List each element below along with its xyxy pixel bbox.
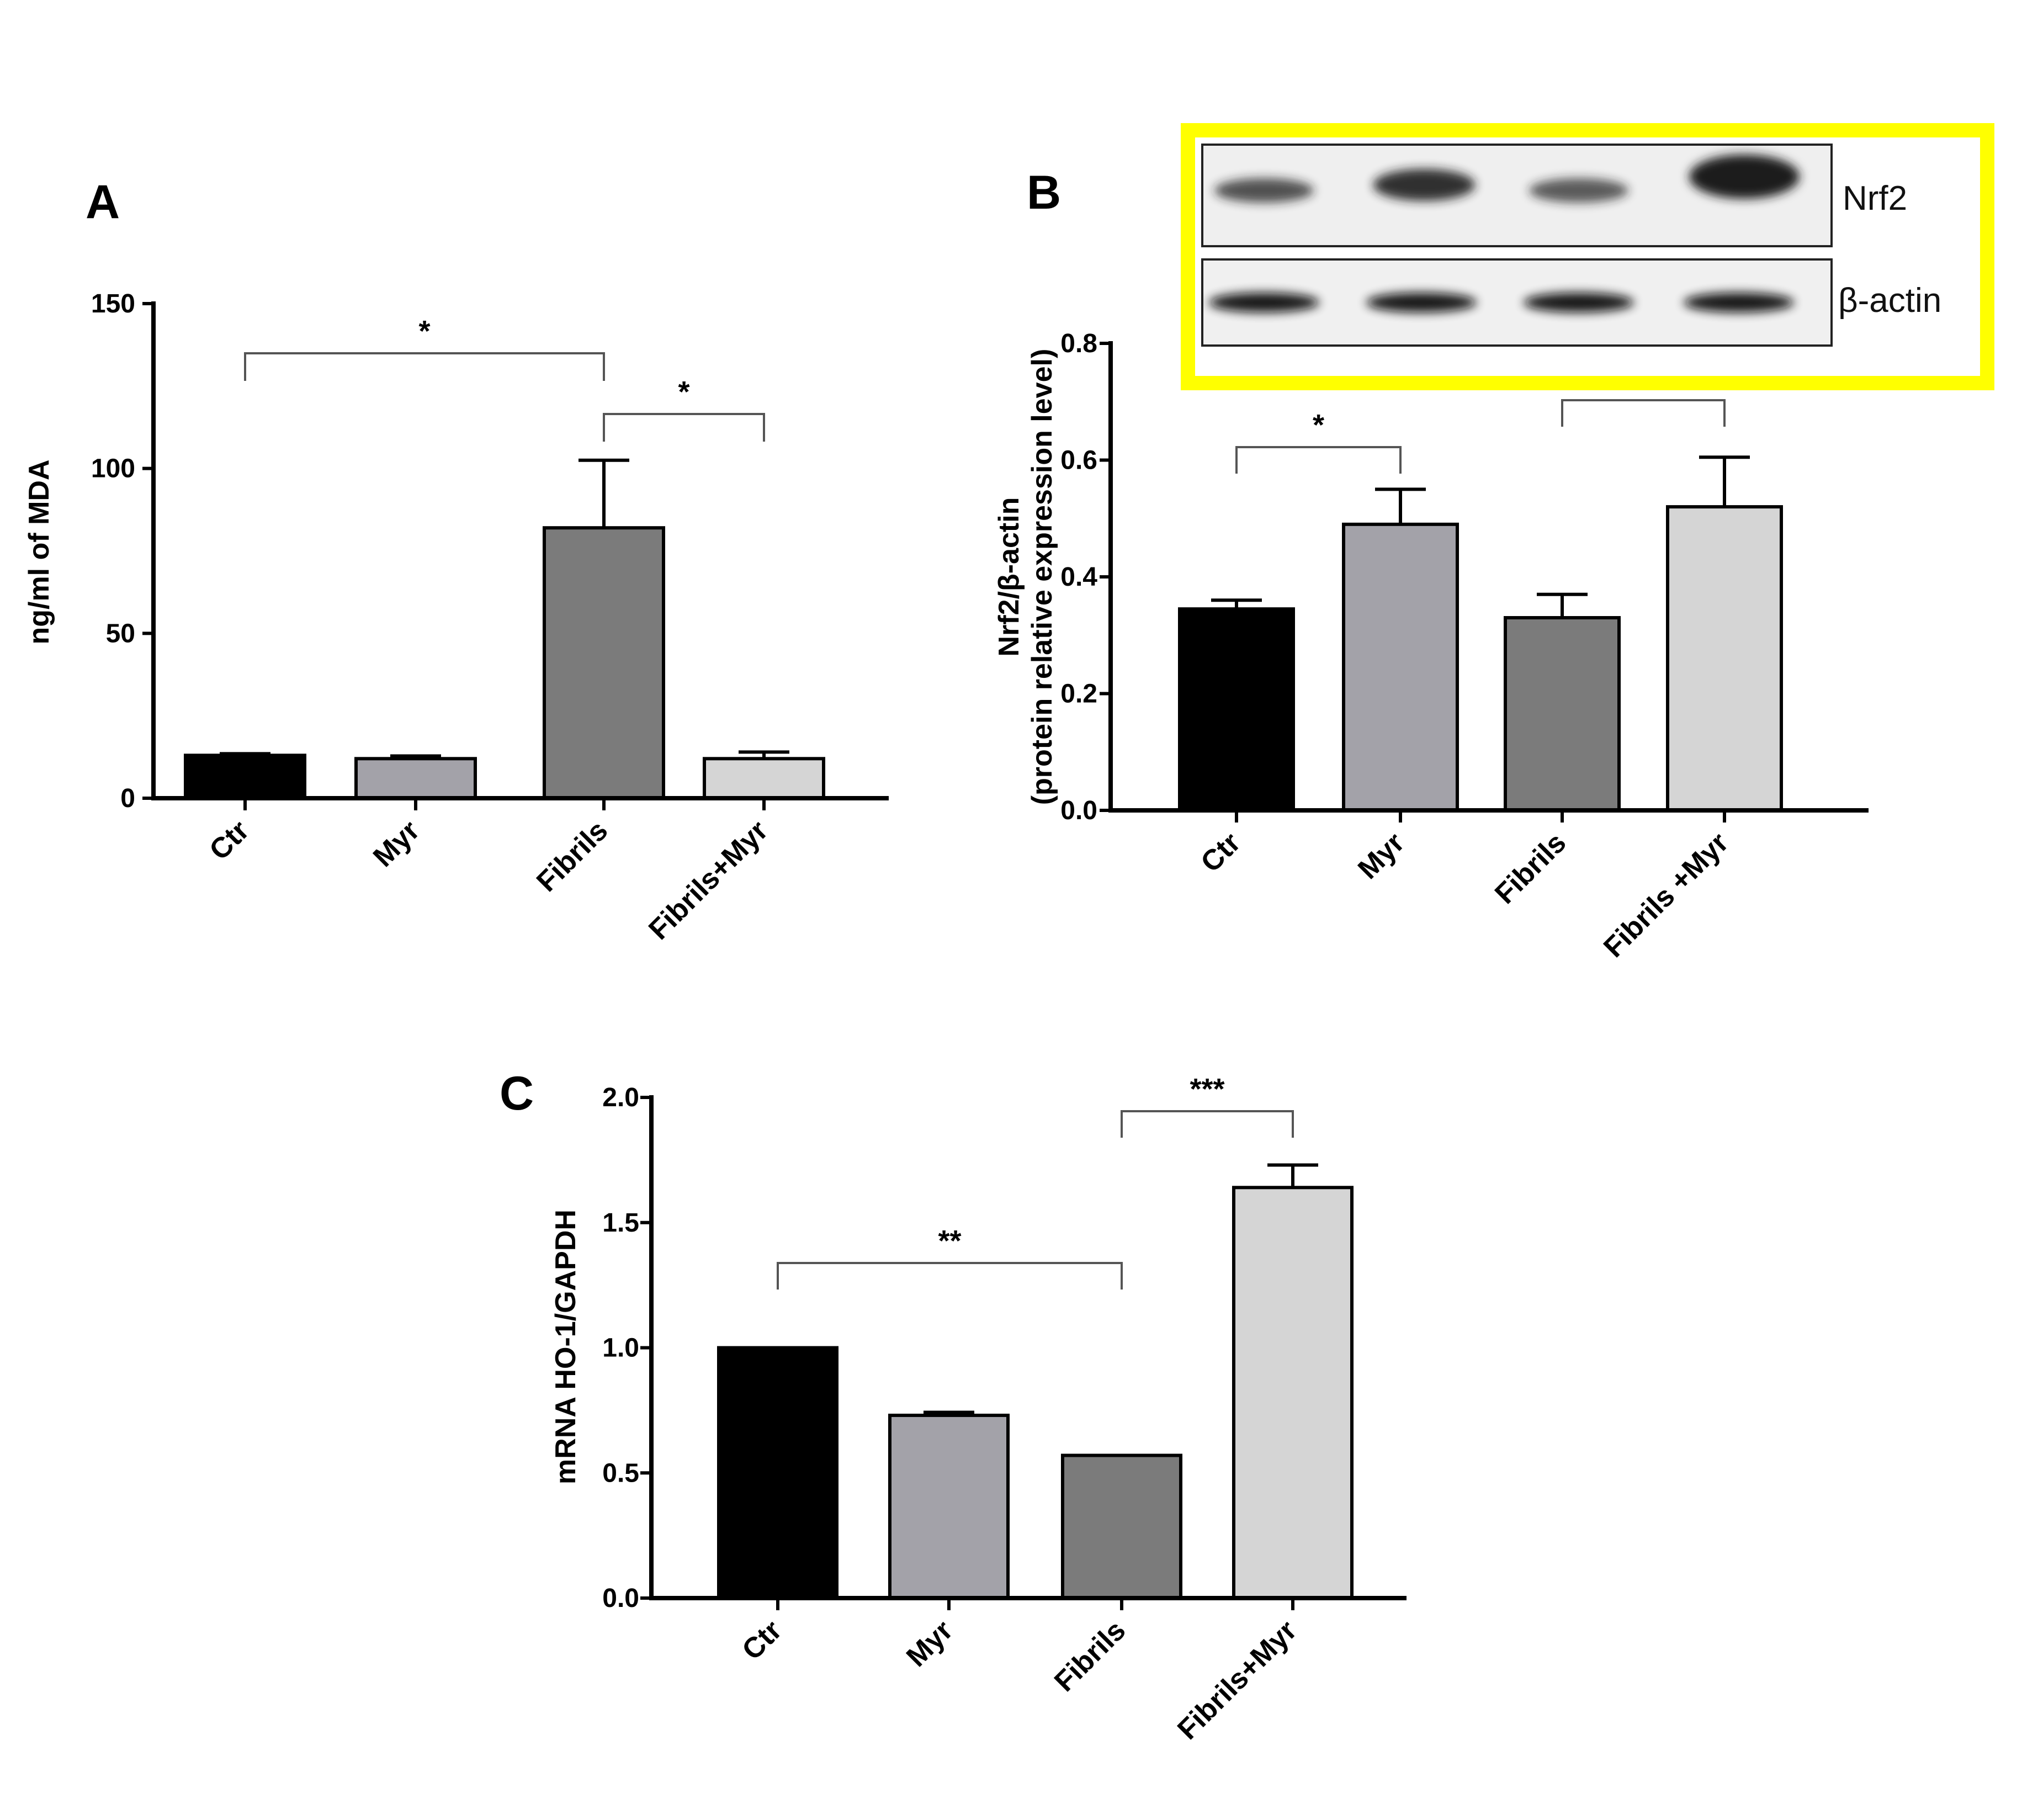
- x-category-label: Fibrils: [1489, 826, 1572, 910]
- x-category-label: Myr: [1352, 826, 1410, 885]
- panel-letter: C: [500, 1067, 534, 1120]
- nrf2-band: [1689, 155, 1800, 199]
- panel-b: B 0.0 0.2 0.4 0.6 0.8 Ctr Myr Fibrils Fibrils +My…: [993, 123, 1994, 964]
- bar: [354, 757, 477, 800]
- panel-letter: B: [1027, 166, 1061, 219]
- y-tick-label: 0.0: [602, 1584, 639, 1613]
- significance-label: **: [938, 1224, 961, 1257]
- y-axis-title: mRNA HO-1/GAPDH: [550, 1209, 582, 1484]
- panel-letter: A: [86, 176, 120, 229]
- significance-bracket: [1121, 1110, 1294, 1138]
- nrf2-band: [1373, 169, 1476, 201]
- significance-bracket: [777, 1262, 1123, 1290]
- x-category-label: Fibrils: [1048, 1614, 1132, 1697]
- significance-label: *: [1313, 408, 1324, 442]
- y-tick-label: 0.2: [1060, 680, 1097, 709]
- nrf2-band: [1214, 178, 1314, 203]
- actin-band: [1366, 293, 1477, 312]
- significance-bracket: [603, 413, 765, 442]
- actin-band: [1524, 293, 1634, 312]
- bar: [1666, 505, 1783, 812]
- significance-bracket: [244, 352, 605, 381]
- significance-bracket: [1235, 446, 1402, 474]
- y-tick-label: 0.4: [1060, 563, 1097, 592]
- bar: [184, 754, 306, 800]
- x-category-label: Ctr: [1195, 826, 1246, 878]
- y-tick-label: 0.8: [1060, 329, 1097, 358]
- panel-a: A 0 50 100 150 Ctr Myr Fibrils Fibrils+Myr * * ng/m…: [23, 176, 889, 946]
- y-tick-label: 100: [91, 454, 135, 484]
- y-tick-label: 150: [91, 289, 135, 319]
- x-category-label: Myr: [367, 814, 426, 873]
- y-tick-label: 0.0: [1060, 796, 1097, 825]
- y-axis-title-line2: (protein relative expression level): [1026, 349, 1058, 805]
- significance-label: ***: [1190, 1073, 1224, 1106]
- actin-band: [1209, 293, 1319, 312]
- y-tick-label: 2.0: [602, 1083, 639, 1112]
- bar: [1232, 1186, 1354, 1600]
- blot-label-nrf2: Nrf2: [1843, 179, 1907, 217]
- bar: [888, 1413, 1010, 1600]
- y-axis-title: ng/ml of MDA: [23, 459, 55, 644]
- significance-label: *: [678, 375, 689, 408]
- y-tick-label: 0.6: [1060, 446, 1097, 475]
- x-category-label: Fibrils+Myr: [1171, 1614, 1303, 1745]
- y-axis-title-line1: Nrf2/β-actin: [993, 497, 1025, 657]
- blot-label-actin: β-actin: [1838, 282, 1941, 320]
- x-category-label: Ctr: [203, 814, 255, 866]
- significance-label: *: [418, 315, 430, 348]
- bar: [1178, 607, 1295, 812]
- bar: [1342, 522, 1459, 812]
- panel-c: C 0.0 0.5 1.0 1.5 2.0 Ctr Myr Fibrils Fibrils+Myr…: [500, 1067, 1407, 1746]
- y-tick-label: 50: [106, 619, 135, 648]
- bar: [1504, 616, 1621, 813]
- y-tick-label: 1.5: [602, 1208, 639, 1238]
- bar: [543, 526, 665, 800]
- x-category-label: Fibrils: [530, 814, 614, 898]
- bar: [717, 1346, 838, 1600]
- x-category-label: Fibrils +Myr: [1598, 826, 1734, 963]
- significance-bracket: [1561, 399, 1726, 427]
- y-tick-label: 0: [120, 784, 135, 813]
- nrf2-band: [1529, 178, 1628, 203]
- x-category-label: Ctr: [736, 1614, 788, 1666]
- y-tick-label: 1.0: [602, 1334, 639, 1363]
- x-category-label: Myr: [900, 1614, 959, 1673]
- western-blot-inset: Nrf2 β-actin: [1181, 123, 1994, 390]
- x-category-label: Fibrils+Myr: [643, 814, 774, 946]
- bar: [1061, 1453, 1182, 1600]
- bar: [703, 757, 825, 800]
- actin-band: [1684, 293, 1794, 312]
- y-tick-label: 0.5: [602, 1458, 639, 1488]
